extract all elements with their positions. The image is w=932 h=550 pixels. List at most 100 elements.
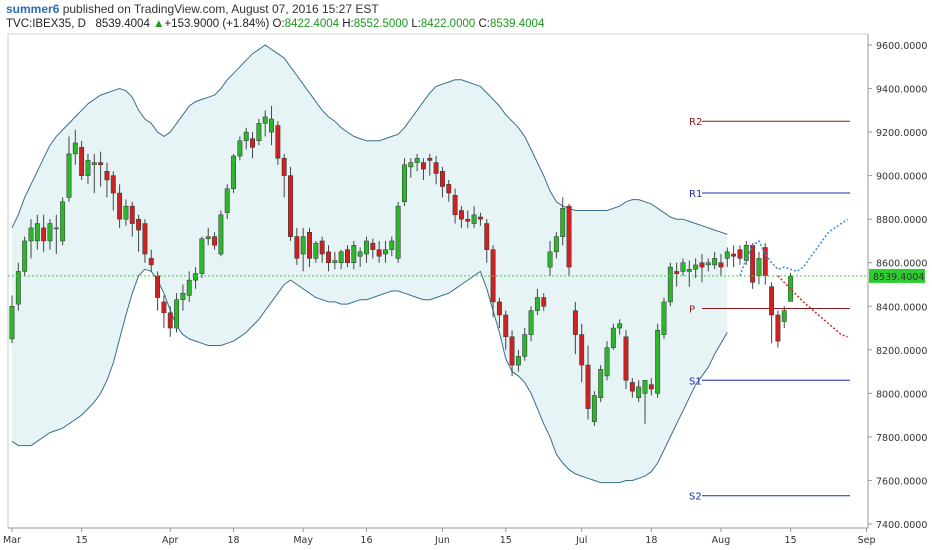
candle-body	[193, 273, 199, 281]
candle-body	[788, 275, 794, 302]
x-tick-label: Apr	[162, 535, 179, 546]
candle-body	[484, 223, 490, 250]
candle-body	[85, 160, 91, 176]
candle-body	[161, 301, 167, 314]
projection-up-path	[739, 218, 849, 277]
y-tick-label: 9600.0000	[876, 41, 927, 52]
candle-body	[123, 205, 129, 220]
x-tick-label: Jun	[434, 535, 450, 546]
candle-body	[41, 227, 47, 242]
y-axis[interactable]: 9600.0000 9400.0000 9200.0000 9000.0000 8800…	[868, 41, 927, 531]
current-price-line: 8539.4004	[8, 268, 925, 283]
candle-body	[661, 301, 667, 335]
candle-body	[680, 262, 686, 272]
candle-body	[129, 205, 135, 224]
pivot-label-r1: R1	[689, 189, 702, 200]
candle-body	[705, 262, 711, 266]
candle-body	[686, 269, 692, 272]
candle-body	[383, 249, 388, 255]
bollinger-band	[11, 44, 728, 484]
candle-body	[471, 214, 477, 224]
candle-body	[452, 194, 458, 216]
candle-body	[579, 334, 585, 366]
candle-body	[212, 236, 218, 246]
candle-body	[199, 238, 205, 274]
candle-body	[718, 262, 724, 268]
candle-body	[72, 142, 78, 155]
candle-body	[155, 275, 161, 298]
candle-body	[585, 364, 591, 409]
x-tick-label: Mar	[3, 535, 21, 546]
pivot-levels: R2 R1 P S1 S2	[689, 117, 850, 503]
x-axis[interactable]: Mar 15 Apr 18 May 16 Jun 15 Jul 18 Aug 15 Sep	[3, 528, 876, 546]
close-label: C:	[478, 18, 490, 30]
candle-body	[313, 242, 319, 259]
x-tick-label: Sep	[858, 535, 876, 546]
candle-body	[629, 382, 635, 392]
pivot-label-p: P	[689, 304, 695, 315]
candle-body	[256, 123, 262, 142]
candle-body	[110, 175, 116, 194]
candle-body	[553, 236, 559, 253]
candle-body	[307, 231, 312, 259]
band-lower-line	[11, 268, 728, 484]
candle-body	[465, 218, 471, 222]
candle-body	[617, 323, 623, 329]
candle-body	[775, 314, 781, 342]
y-tick-label: 9400.0000	[876, 85, 927, 96]
candle-body	[446, 184, 452, 194]
candle-body	[699, 262, 705, 268]
candle-body	[724, 251, 730, 259]
candle-body	[693, 264, 699, 270]
candle-body	[275, 125, 281, 159]
candle-body	[269, 118, 274, 133]
candle-body	[503, 314, 509, 338]
x-tick-label: 15	[500, 535, 512, 546]
y-tick-label: 8400.0000	[876, 302, 927, 313]
candle-body	[142, 223, 148, 255]
y-tick-label: 8200.0000	[876, 346, 927, 357]
candle-body	[566, 205, 572, 268]
author-name[interactable]: summer6	[6, 2, 60, 16]
candle-body	[534, 297, 540, 311]
close-value: 8539.4004	[489, 18, 545, 30]
band-fill	[12, 45, 728, 483]
candle-body	[205, 236, 211, 240]
candle-body	[243, 131, 249, 142]
candlesticks	[9, 105, 794, 427]
x-tick-label: 16	[360, 535, 372, 546]
candle-body	[560, 208, 566, 237]
price-tag-label: 8539.4004	[873, 272, 924, 283]
y-tick-label: 8000.0000	[876, 389, 927, 400]
candle-body	[9, 306, 15, 340]
candle-body	[737, 249, 743, 259]
chart-header: summer6 published on TradingView.com, Au…	[6, 2, 379, 17]
x-tick-label: May	[293, 535, 313, 546]
candle-body	[547, 251, 553, 268]
candle-body	[421, 162, 426, 170]
candle-body	[712, 258, 718, 266]
change-value: +153.9000 (+1.84%)	[164, 18, 270, 30]
candle-body	[598, 369, 604, 398]
candle-body	[231, 155, 237, 189]
candle-body	[53, 227, 59, 230]
candle-body	[28, 227, 34, 242]
candle-body	[91, 162, 97, 165]
candle-body	[167, 312, 173, 329]
candle-body	[364, 240, 369, 255]
x-tick-label: 18	[228, 535, 240, 546]
last-price: 8539.4004	[95, 18, 150, 30]
candle-body	[338, 251, 344, 263]
open-label: O:	[272, 18, 285, 30]
candle-body	[781, 310, 787, 322]
candle-body	[408, 162, 414, 168]
candle-body	[148, 258, 154, 266]
projection-paths	[739, 218, 849, 338]
candle-body	[674, 271, 680, 274]
candle-body	[136, 218, 142, 231]
candle-body	[224, 188, 230, 213]
candle-body	[756, 258, 762, 277]
y-tick-label: 9200.0000	[876, 128, 927, 139]
candle-body	[357, 251, 363, 257]
